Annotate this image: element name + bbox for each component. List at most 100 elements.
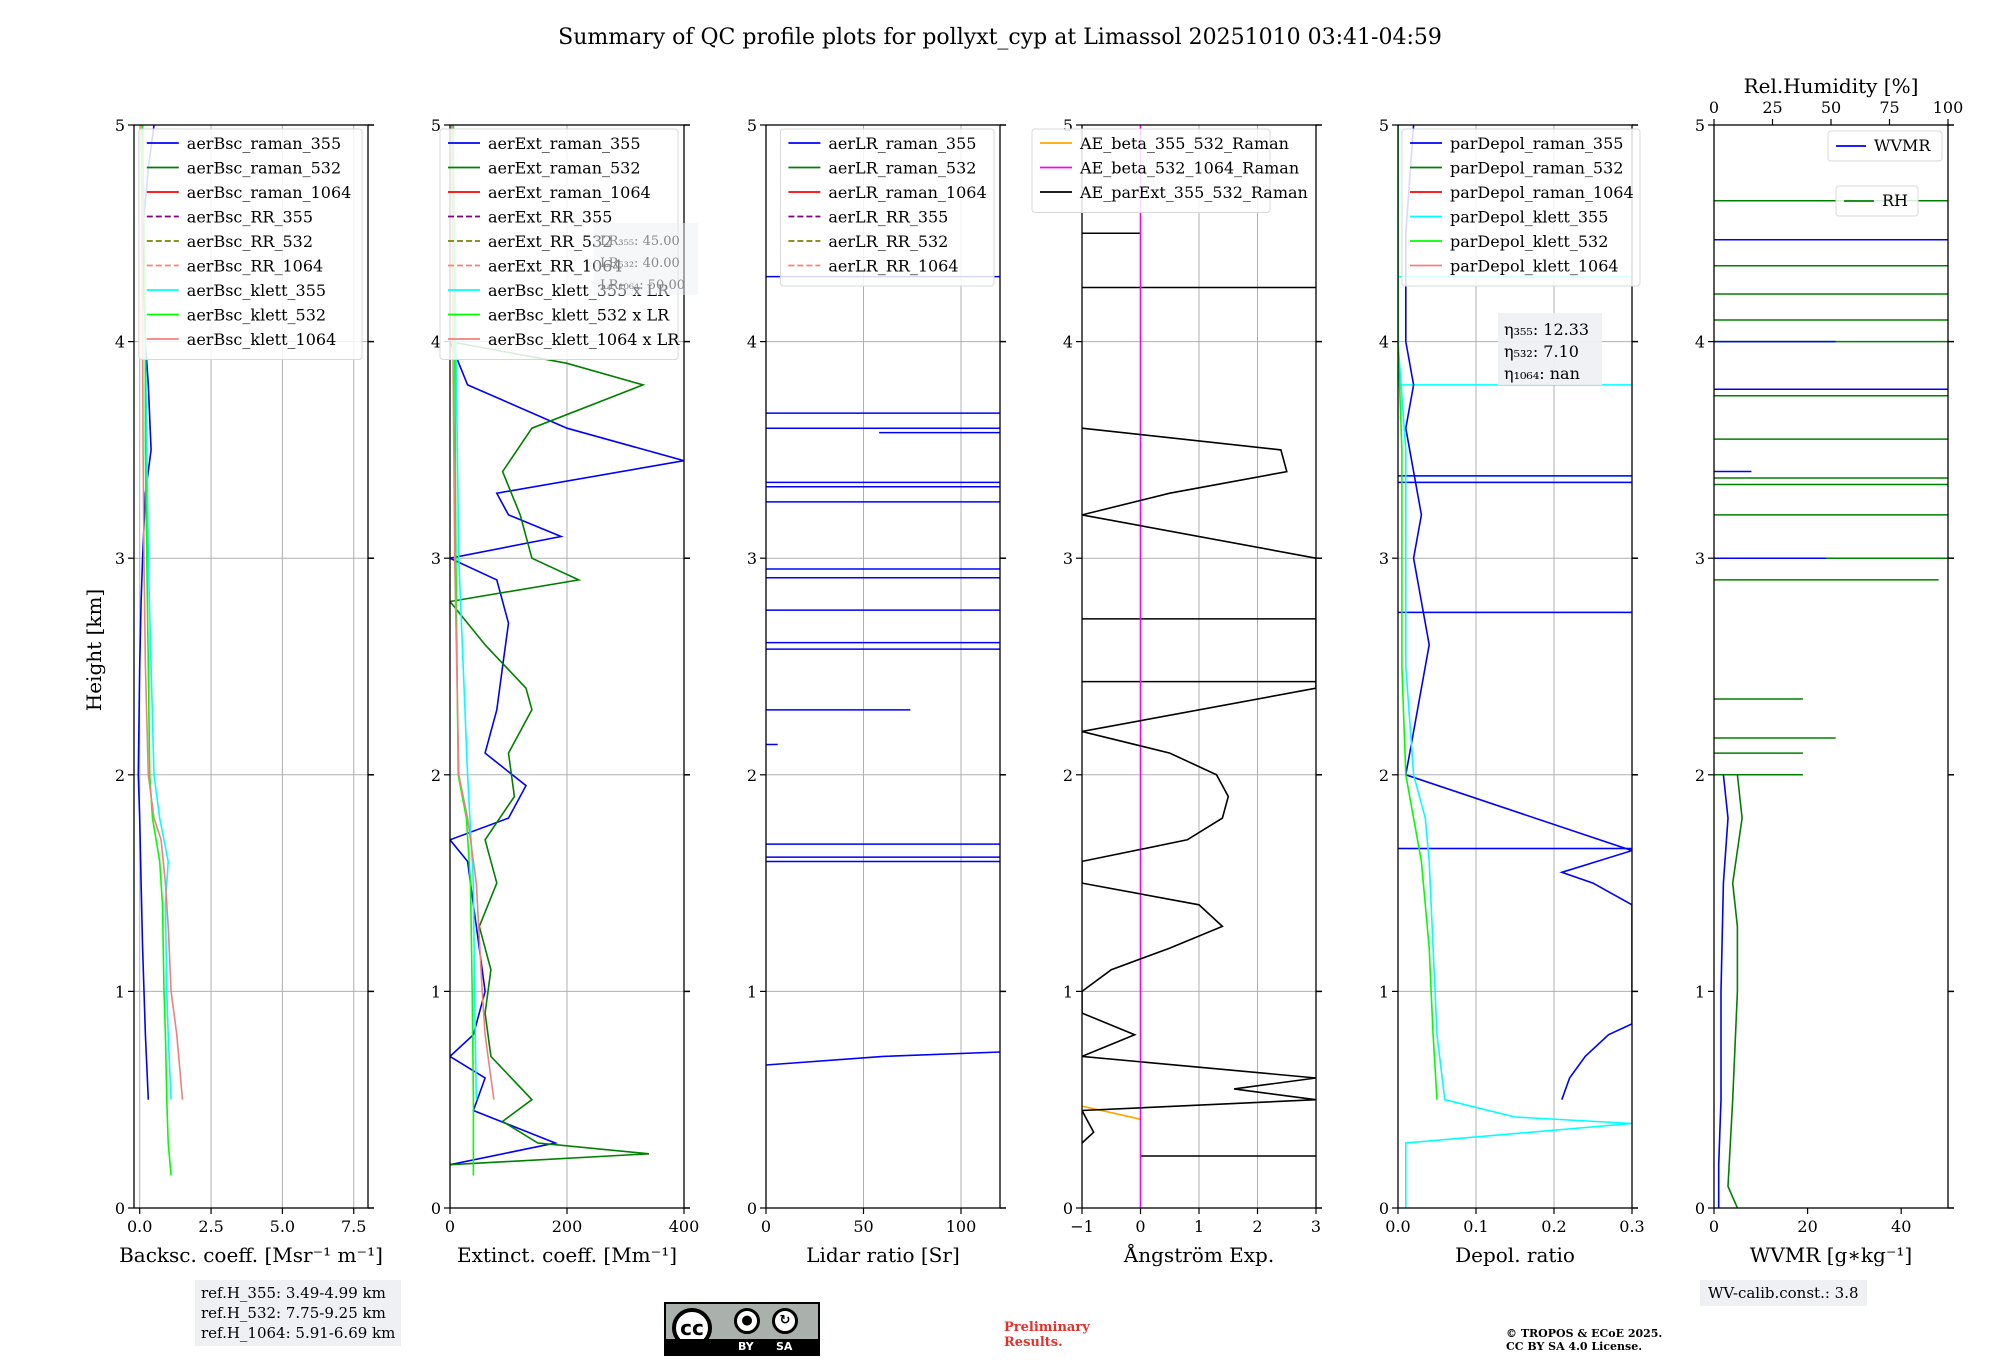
legend-label: aerBsc_raman_355 <box>187 134 341 153</box>
legend-label: aerExt_raman_355 <box>488 134 641 153</box>
x-tick-label: 0 <box>1135 1217 1145 1236</box>
annotation-line: LR₅₃₂: 40.00 <box>600 256 680 271</box>
top-x-tick-label: 75 <box>1879 98 1899 117</box>
x-tick-label: 0.0 <box>1385 1217 1410 1236</box>
x-tick-label: 2 <box>1252 1217 1262 1236</box>
series-RH <box>1727 774 1743 1208</box>
legend-label: parDepol_raman_355 <box>1450 134 1623 153</box>
legend-label: aerLR_raman_355 <box>828 134 976 153</box>
y-tick-label: 0 <box>1379 1199 1389 1218</box>
legend-angstrom: AE_beta_355_532_Raman AE_beta_532_1064_Ra… <box>1031 128 1308 213</box>
legend-box <box>1827 130 1943 162</box>
y-tick-label: 1 <box>431 982 441 1001</box>
y-tick-label: 1 <box>1063 982 1073 1001</box>
y-tick-label: 5 <box>1379 116 1389 135</box>
legend-label: aerExt_RR_1064 <box>488 257 623 276</box>
x-tick-label: 0 <box>761 1217 771 1236</box>
x-tick-label: 0 <box>1709 1217 1719 1236</box>
top-x-axis-label: Rel.Humidity [%] <box>1744 74 1919 98</box>
y-tick-label: 1 <box>1695 982 1705 1001</box>
series-parDepol_klett_532 <box>1398 125 1438 1100</box>
top-x-tick-label: 0 <box>1709 98 1719 117</box>
axes-frame <box>765 124 1001 1209</box>
x-tick-label: 3 <box>1311 1217 1321 1236</box>
y-tick-label: 3 <box>1379 549 1389 568</box>
ref-height-532: ref.H_532: 7.75-9.25 km <box>201 1304 386 1322</box>
y-tick-label: 1 <box>747 982 757 1001</box>
annotation-line: LR₁₀₆₄: 50.00 <box>600 278 685 293</box>
legend-label: aerBsc_raman_532 <box>187 159 341 178</box>
legend-backscatter: aerBsc_raman_355 aerBsc_raman_532 aerBsc_r… <box>138 128 363 360</box>
x-axis-label: Extinct. coeff. [Mm⁻¹] <box>457 1243 677 1267</box>
y-tick-label: 5 <box>115 116 125 135</box>
data-angstrom <box>1082 125 1316 1208</box>
x-tick-label: −1 <box>1070 1217 1094 1236</box>
x-tick-label: 0.3 <box>1619 1217 1644 1236</box>
legend-label: aerBsc_klett_532 x LR <box>488 306 670 325</box>
panel-lidar_ratio: 0 50 100 0 1 2 3 4 5 Lidar ratio [Sr] aerLR_raman_… <box>747 116 1006 1267</box>
legend-label: parDepol_raman_532 <box>1450 159 1623 178</box>
series-AE_beta_355_532_Raman <box>1082 1105 1141 1120</box>
x-tick-label: 0 <box>445 1217 455 1236</box>
x-tick-label: 5.0 <box>270 1217 295 1236</box>
x-axis-label: Ångström Exp. <box>1123 1242 1274 1267</box>
axes-frame <box>133 124 369 1209</box>
y-tick-label: 0 <box>747 1199 757 1218</box>
series-aerBsc_klett_532 x LR <box>452 125 475 1176</box>
data-depol <box>1398 125 1632 1208</box>
x-tick-label: 0.2 <box>1541 1217 1566 1236</box>
y-tick-label: 4 <box>1695 333 1705 352</box>
top-x-tick-label: 100 <box>1933 98 1964 117</box>
y-tick-label: 4 <box>1379 333 1389 352</box>
top-x-tick-label: 50 <box>1821 98 1841 117</box>
y-tick-label: 3 <box>1063 549 1073 568</box>
x-tick-label: 100 <box>946 1217 977 1236</box>
y-tick-label: 3 <box>431 549 441 568</box>
series-WVMR <box>1717 774 1729 1208</box>
x-tick-label: 2.5 <box>198 1217 223 1236</box>
y-tick-label: 4 <box>1063 333 1073 352</box>
panels: 0.0 2.5 5.0 7.5 0 1 2 3 4 5 Backsc. coeff. [Msr⁻¹ … <box>115 74 1963 1267</box>
legend-extinction: aerExt_raman_355 aerExt_raman_532 aerExt_r… <box>439 128 680 360</box>
legend-label: AE_beta_355_532_Raman <box>1079 134 1289 153</box>
y-tick-label: 4 <box>747 333 757 352</box>
cc-by-sa-license-badge[interactable]: cc ● ↻ BY SA <box>664 1302 820 1356</box>
cc-badge-bar <box>666 1339 818 1354</box>
annotation-line: η₃₅₅: 12.33 <box>1504 320 1589 339</box>
x-axis-label: WVMR [g∗kg⁻¹] <box>1750 1243 1912 1267</box>
series-aerLR_raman_355 <box>766 1051 1000 1066</box>
legend-label: aerLR_RR_355 <box>828 208 948 227</box>
x-axis-label: Backsc. coeff. [Msr⁻¹ m⁻¹] <box>119 1243 383 1267</box>
y-tick-label: 2 <box>747 766 757 785</box>
ref-height-1064: ref.H_1064: 5.91-6.69 km <box>201 1324 396 1342</box>
legend-box <box>1031 128 1271 213</box>
y-axis-label: Height [km] <box>82 589 106 711</box>
y-tick-label: 0 <box>1695 1199 1705 1218</box>
y-tick-label: 0 <box>115 1199 125 1218</box>
wv-calibration-text: WV-calib.const.: 3.8 <box>1708 1284 1859 1302</box>
panel-extinction: 0 200 400 0 1 2 3 4 5 Extinct. coeff. [Mm⁻¹] aerEx… <box>431 116 699 1267</box>
annotation-line: η₁₀₆₄: nan <box>1504 364 1580 383</box>
y-tick-label: 5 <box>747 116 757 135</box>
panel-depol: 0.0 0.1 0.2 0.3 0 1 2 3 4 5 Depol. ratio parDepol_r… <box>1379 116 1645 1267</box>
x-axis-label: Depol. ratio <box>1455 1243 1575 1267</box>
series-parDepol_klett_355 <box>1398 125 1632 1208</box>
legend-box <box>1835 185 1919 217</box>
x-tick-label: 50 <box>853 1217 873 1236</box>
top-x-tick-label: 25 <box>1762 98 1782 117</box>
cc-sa-label: SA <box>776 1340 793 1353</box>
legend-depol: parDepol_raman_355 parDepol_raman_532 parD… <box>1401 128 1641 287</box>
y-tick-label: 2 <box>431 766 441 785</box>
legend-label: aerBsc_klett_355 <box>187 281 326 300</box>
legend-label: aerExt_RR_355 <box>488 208 612 227</box>
wv-calibration-box: WV-calib.const.: 3.8 <box>1700 1280 1867 1306</box>
x-tick-label: 7.5 <box>341 1217 366 1236</box>
legend-WVMR: WVMR <box>1827 130 1943 162</box>
series-aerBsc_klett_1064 x LR <box>450 125 495 1100</box>
legend-label: parDepol_klett_532 <box>1450 232 1608 251</box>
series-aerBsc_klett_532 <box>141 125 172 1176</box>
annotation-box <box>1498 313 1602 385</box>
legend-label: parDepol_klett_1064 <box>1450 257 1619 276</box>
annotation-depol: η₃₅₅: 12.33 η₅₃₂: 7.10 η₁₀₆₄: nan <box>1498 313 1602 385</box>
